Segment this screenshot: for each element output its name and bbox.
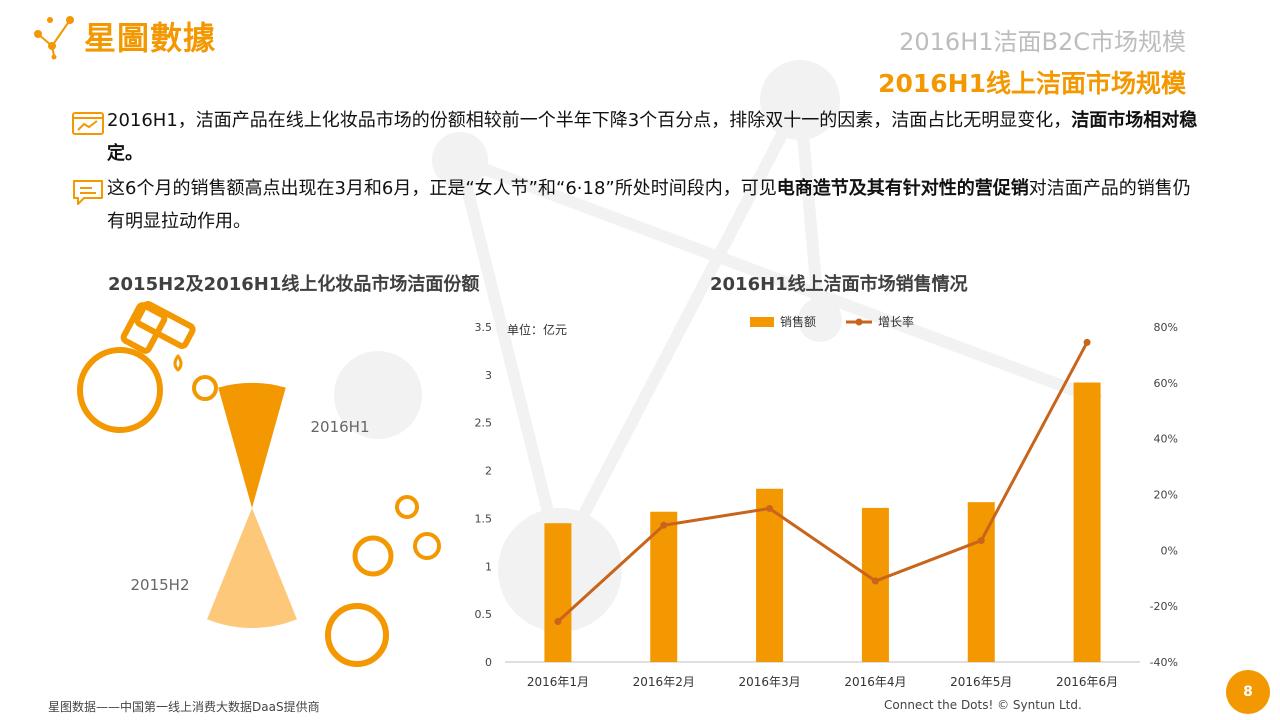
share-value-label: 11.8% — [0, 290, 21, 294]
x-tick-label: 2016年1月 — [527, 675, 589, 689]
share-wedge-2015H2 — [207, 508, 297, 628]
sales-bar-5 — [967, 502, 995, 662]
growth-rate-point-5 — [977, 537, 985, 545]
x-tick-label: 2016年6月 — [1056, 675, 1118, 689]
header-title-sub: 2016H1线上洁面市场规模 — [878, 69, 1186, 98]
brand-logo: 星圖數據 — [30, 12, 216, 60]
x-tick-label: 2016年5月 — [950, 675, 1012, 689]
growth-rate-point-1 — [554, 618, 562, 626]
brand-name: 星圖數據 — [84, 19, 217, 57]
y-right-tick-label: 80% — [1154, 321, 1178, 334]
x-tick-label: 2016年2月 — [633, 675, 695, 689]
share-period-label: 2016H1 — [311, 418, 370, 436]
y-left-tick-label: 0 — [485, 656, 492, 669]
sales-bar-1 — [544, 523, 572, 662]
y-right-tick-label: 40% — [1154, 433, 1178, 446]
sales-bar-6 — [1073, 382, 1101, 662]
cleanser-bottle-illustration — [77, 301, 441, 667]
bullet-2-after: 对洁面产品的销售仍有明显拉动作用。 — [107, 178, 1191, 232]
share-chart-title: 2015H2及2016H1线上化妆品市场洁面份额 — [108, 274, 480, 295]
footer-copyright: Connect the Dots! © Syntun Ltd. — [884, 698, 1082, 712]
legend-line-marker — [855, 318, 863, 326]
chart-legend: 销售额 增长率 — [750, 314, 914, 329]
legend-line-label: 增长率 — [878, 314, 914, 329]
growth-rate-point-2 — [660, 521, 668, 529]
share-period-label: 2015H2 — [131, 576, 190, 594]
sales-bar-2 — [650, 511, 678, 662]
share-wedge-2016H1 — [218, 383, 286, 508]
y-left-tick-label: 0.5 — [475, 608, 493, 621]
bullet-1: 2016H1，洁面产品在线上化妆品市场的份额相较前一个半年下降3个百分点，排除双… — [72, 104, 1202, 170]
legend-bar-swatch — [750, 317, 774, 327]
share-chart: 8.4% 2016H1 11.8% 2015H2 — [0, 290, 441, 667]
x-tick-label: 2016年4月 — [844, 675, 906, 689]
unit-label: 单位：亿元 — [507, 322, 567, 337]
y-right-tick-label: 60% — [1154, 377, 1178, 390]
bullet-2-bold: 电商造节及其有针对性的营促销 — [776, 178, 1029, 199]
growth-rate-point-6 — [1083, 338, 1091, 346]
y-left-tick-label: 1.5 — [475, 512, 493, 525]
y-left-tick-label: 3 — [485, 369, 492, 382]
header-title-main: 2016H1洁面B2C市场规模 — [899, 28, 1186, 56]
bullet-1-bold: 洁面市场相对稳定。 — [107, 110, 1198, 164]
sales-chart-title: 2016H1线上洁面市场销售情况 — [710, 274, 968, 295]
y-left-tick-label: 1 — [485, 560, 492, 573]
sales-chart: 单位：亿元 销售额 增长率 0 0.5 1 1.5 2 2.5 3 3.5 -40% -20% 0%… — [475, 314, 1179, 689]
y-right-tick-label: -40% — [1150, 656, 1178, 669]
growth-rate-line — [556, 341, 1089, 623]
growth-rate-point-3 — [766, 504, 774, 512]
legend-bar-label: 销售额 — [780, 314, 816, 329]
y-right-tick-label: -20% — [1150, 600, 1178, 613]
bullet-1-text: 2016H1，洁面产品在线上化妆品市场的份额相较前一个半年下降3个百分点，排除双… — [107, 110, 1072, 131]
logo-dots-icon — [34, 16, 74, 60]
bullet-2-text: 这6个月的销售额高点出现在3月和6月，正是“女人节”和“6·18”所处时间段内，… — [107, 178, 777, 199]
y-left-tick-label: 3.5 — [475, 321, 493, 334]
y-right-tick-label: 20% — [1154, 489, 1178, 502]
page-number-badge: 8 — [1226, 670, 1270, 714]
y-right-tick-label: 0% — [1161, 544, 1178, 557]
y-left-tick-label: 2.5 — [475, 417, 493, 430]
footer-tagline: 星图数据——中国第一线上消费大数据DaaS提供商 — [48, 700, 320, 714]
bullet-2: 这6个月的销售额高点出现在3月和6月，正是“女人节”和“6·18”所处时间段内，… — [72, 172, 1202, 238]
trend-chart-icon — [72, 112, 104, 135]
y-left-tick-label: 2 — [485, 465, 492, 478]
growth-rate-point-4 — [871, 577, 879, 585]
x-tick-label: 2016年3月 — [738, 675, 800, 689]
sales-bar-4 — [861, 507, 889, 662]
share-value-label: 8.4% — [0, 290, 17, 294]
sales-bar-3 — [756, 488, 784, 662]
speech-bubble-icon — [73, 180, 103, 205]
